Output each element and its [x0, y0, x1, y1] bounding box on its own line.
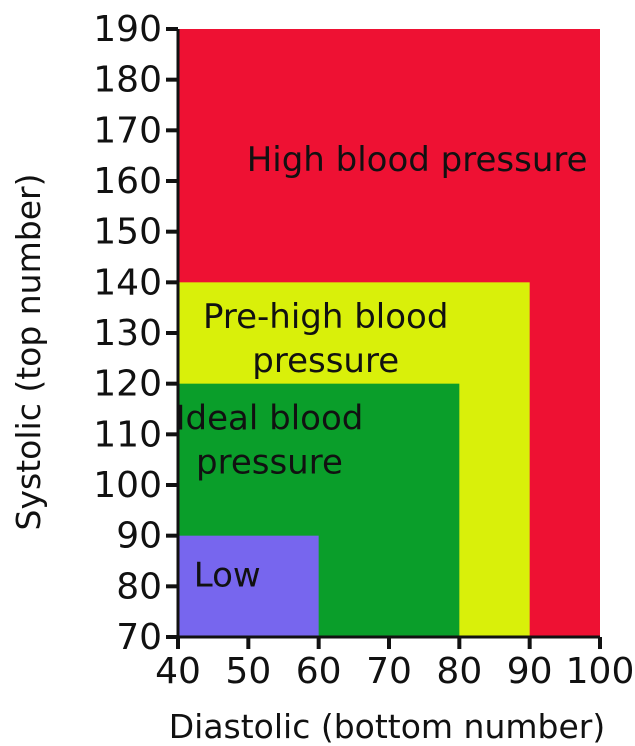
y-tick-label: 150	[93, 212, 162, 253]
region-label-line: Low	[194, 555, 261, 595]
y-tick-label: 80	[116, 566, 162, 607]
region-label-high-blood-pressure: High blood pressure	[247, 140, 588, 180]
y-tick-label: 190	[93, 9, 162, 50]
y-tick-label: 140	[93, 262, 162, 303]
region-label-line: High blood pressure	[247, 140, 588, 180]
region-label-line: pressure	[196, 442, 343, 482]
region-label-line: pressure	[252, 341, 399, 381]
y-tick-label: 100	[93, 465, 162, 506]
y-tick-label: 180	[93, 60, 162, 101]
y-tick-label: 130	[93, 313, 162, 354]
regions-layer	[178, 29, 600, 637]
region-label-low: Low	[194, 555, 261, 595]
region-label-line: Ideal blood	[176, 398, 364, 438]
region-label-pre-high-blood-pressure: Pre-high blood pressure	[203, 297, 448, 381]
x-tick-label: 50	[225, 651, 271, 692]
region-label-line: Pre-high blood	[203, 297, 448, 337]
axes-layer: 70 80 90 100 110 120 130 140 150 160 170 180 190 40 50…	[93, 9, 634, 692]
x-tick-label: 40	[155, 651, 201, 692]
y-tick-label: 120	[93, 364, 162, 405]
y-tick-label: 70	[116, 617, 162, 658]
x-axis-title: Diastolic (bottom number)	[169, 707, 605, 746]
y-axis-title: Systolic (top number)	[9, 174, 48, 531]
y-tick-label: 160	[93, 161, 162, 202]
region-label-ideal-blood-pressure: Ideal blood pressure	[176, 398, 364, 482]
y-tick-label: 170	[93, 110, 162, 151]
x-tick-label: 70	[366, 651, 412, 692]
y-tick-label: 110	[93, 414, 162, 455]
x-tick-label: 90	[507, 651, 553, 692]
region-low	[178, 535, 319, 637]
x-tick-label: 60	[296, 651, 342, 692]
x-tick-label: 80	[436, 651, 482, 692]
y-tick-label: 90	[116, 516, 162, 557]
x-tick-label: 100	[566, 651, 635, 692]
